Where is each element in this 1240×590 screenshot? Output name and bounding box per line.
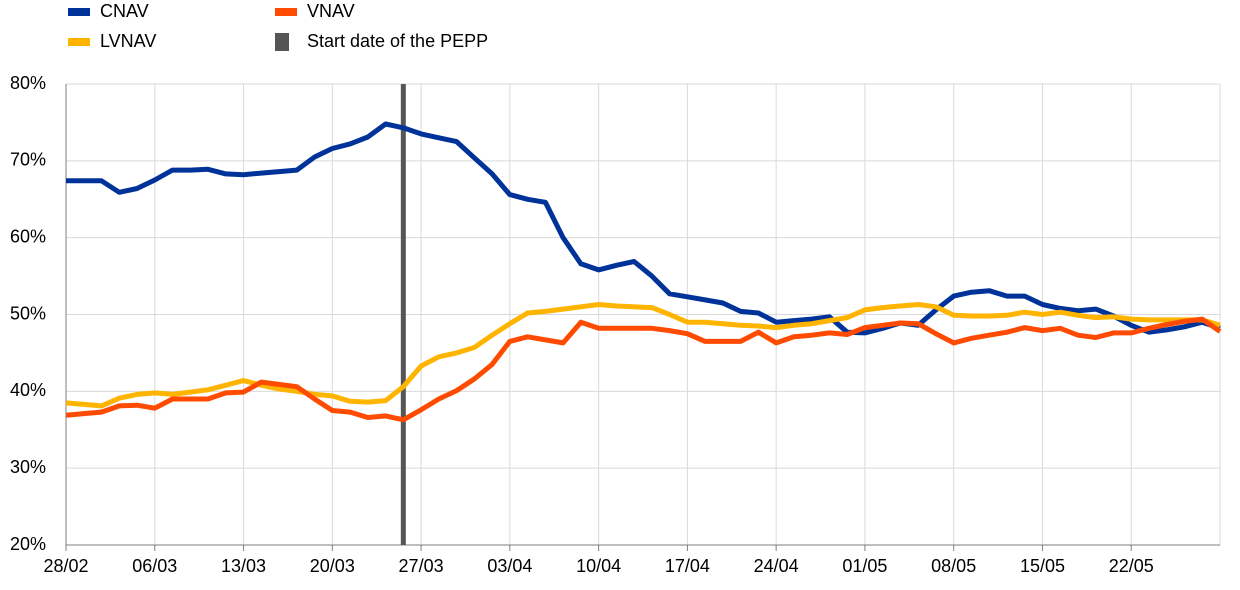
x-tick-label: 17/04 [665,556,710,576]
x-tick-label: 24/04 [754,556,799,576]
y-tick-label: 70% [10,150,46,170]
x-tick-label: 10/04 [576,556,621,576]
x-tick-label: 27/03 [399,556,444,576]
legend-label: CNAV [100,1,149,21]
series-line [66,121,1221,336]
x-tick-label: 20/03 [310,556,355,576]
x-tick-label: 28/02 [43,556,88,576]
legend-swatch [68,8,90,16]
x-tick-label: 08/05 [931,556,976,576]
y-tick-label: 40% [10,380,46,400]
legend-swatch [68,38,90,46]
legend-swatch [275,33,289,51]
series-line [65,316,1222,423]
x-tick-label: 22/05 [1109,556,1154,576]
y-tick-label: 30% [10,457,46,477]
legend-label: LVNAV [100,31,156,51]
x-tick-label: 13/03 [221,556,266,576]
y-tick-label: 50% [10,303,46,323]
x-tick-label: 06/03 [132,556,177,576]
x-tick-label: 03/04 [487,556,532,576]
legend-swatch [275,8,297,16]
x-tick-label: 01/05 [842,556,887,576]
y-tick-label: 80% [10,73,46,93]
x-tick-label: 15/05 [1020,556,1065,576]
y-tick-label: 20% [10,534,46,554]
y-tick-label: 60% [10,226,46,246]
legend-label: VNAV [307,1,355,21]
legend-label: Start date of the PEPP [307,31,488,51]
